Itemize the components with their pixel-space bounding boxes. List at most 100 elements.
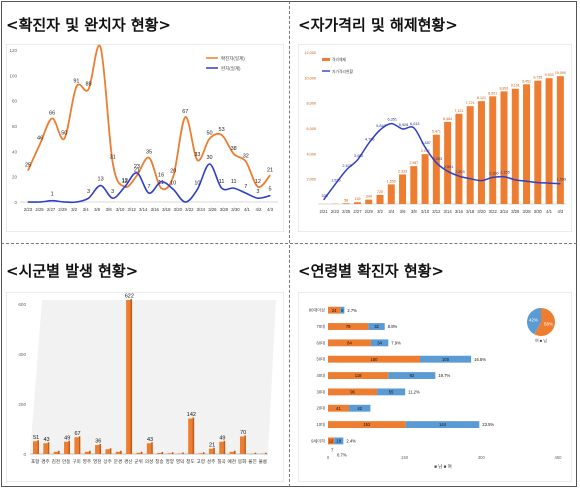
bar-city-side	[89, 450, 91, 454]
bar-city	[198, 453, 203, 454]
bar-label: 84	[347, 340, 352, 345]
x-tick-label: 울진	[248, 458, 256, 465]
bar-city	[95, 445, 100, 454]
data-label: 20	[170, 169, 176, 175]
x-tick-label: 성주	[207, 458, 215, 465]
x-tick-label: 3/14	[139, 207, 148, 212]
bar-released	[410, 166, 418, 204]
bar-city-side	[213, 447, 215, 454]
x-tick-label: 의성	[145, 458, 153, 465]
x-tick-label: 2/25	[35, 207, 44, 212]
vertical-divider	[289, 1, 290, 487]
bar-label: 9,451	[522, 79, 531, 83]
data-label: 21	[134, 167, 140, 173]
bar-male	[328, 355, 420, 363]
x-tick-label: 3/18	[162, 207, 171, 212]
x-tick-label: 예천	[228, 458, 236, 465]
bar-released	[387, 184, 395, 204]
bar-female	[368, 323, 385, 330]
pct-label: 16.5%	[474, 357, 486, 362]
x-tick-label: 3/12	[432, 209, 441, 214]
y-tick-label: 100	[9, 73, 17, 78]
x-tick-label: 450	[555, 455, 563, 460]
bar-released	[376, 194, 384, 204]
x-tick-label: 고령	[197, 458, 205, 464]
series-point	[148, 157, 150, 159]
bar-label: 2,987	[409, 161, 418, 165]
line-label: 2,203	[455, 170, 465, 174]
bar-city	[43, 443, 48, 454]
series-point	[245, 192, 247, 194]
data-label: 11	[219, 179, 225, 185]
series-point	[160, 181, 162, 183]
x-tick-label: 2/29	[58, 207, 67, 212]
series-point	[87, 197, 90, 199]
x-tick-label: 3/20	[174, 207, 183, 212]
legend-label: 확진자(일계)	[221, 55, 245, 62]
pct-label: 19.7%	[438, 373, 450, 378]
x-tick-label: 3/14	[444, 209, 453, 214]
bar-label: 18	[336, 439, 341, 444]
series-point	[257, 197, 259, 199]
line-label: 325	[321, 194, 327, 198]
x-tick-label: 2/21	[320, 209, 329, 214]
bar-city	[136, 452, 141, 454]
data-label: 12	[255, 179, 261, 185]
bar-city-side	[233, 450, 236, 454]
x-tick-label: 3/30	[534, 209, 543, 214]
data-label: 122	[96, 44, 105, 45]
x-tick-label: 3/4	[388, 209, 394, 214]
x-tick-label: 3/10	[421, 209, 430, 214]
x-tick-label: 영주	[83, 458, 91, 465]
series-point	[269, 195, 271, 197]
x-tick-label: 3/28	[220, 207, 229, 212]
bar-label: 7,721	[466, 101, 475, 105]
series-line-quarantine	[323, 122, 561, 201]
bar-released	[365, 199, 373, 204]
line-label: 1,599	[557, 178, 567, 182]
data-label: 32	[243, 153, 249, 159]
bar-released	[556, 76, 564, 204]
bar-label: 142	[187, 412, 196, 418]
bar-released	[421, 154, 429, 204]
extra-label: 0.7%	[337, 452, 347, 457]
series-point	[208, 138, 211, 140]
x-tick-label: 3/22	[489, 209, 498, 214]
bar-label: 58	[344, 198, 348, 202]
bar-released	[455, 113, 463, 204]
pct-label: 2.4%	[346, 439, 356, 444]
bar-city	[229, 451, 234, 454]
data-label: 12	[122, 178, 128, 184]
pct-label: 23.5%	[482, 422, 494, 427]
x-tick-label: 4/2	[255, 207, 262, 212]
bar-female	[348, 404, 371, 412]
x-tick-label: 3/24	[197, 207, 206, 212]
legend-label: 자가격리현황	[332, 69, 353, 74]
data-label: 13	[98, 177, 104, 183]
line-label: 6,351	[388, 118, 398, 122]
bar-label: 10,090	[555, 71, 566, 75]
x-tick-label: 2/29	[365, 209, 374, 214]
bar-male	[328, 372, 389, 379]
legend-label: 완치(일계)	[221, 65, 241, 72]
y-tick-label: 10대	[316, 421, 325, 428]
x-tick-label: 3/10	[116, 207, 125, 212]
bar-male	[328, 339, 371, 347]
y-tick-label: 40대	[316, 372, 325, 379]
series-point	[39, 201, 41, 203]
bar-label: 42	[357, 406, 362, 411]
bar-city	[167, 453, 172, 454]
bar-male	[328, 306, 341, 314]
bar-city-side	[47, 442, 50, 454]
x-tick-label: 4/3	[267, 207, 274, 212]
bar-female	[377, 388, 406, 396]
bar-label: 118	[355, 373, 362, 378]
legend-label: 격리해제	[332, 57, 346, 62]
series-point	[221, 134, 223, 136]
bar-label: 96	[350, 389, 355, 394]
x-tick-label: 영덕	[176, 458, 184, 465]
x-tick-label: 영천	[93, 458, 101, 464]
bar-city	[74, 437, 79, 454]
line-label: 2,155	[500, 171, 510, 175]
series-point	[172, 176, 174, 178]
